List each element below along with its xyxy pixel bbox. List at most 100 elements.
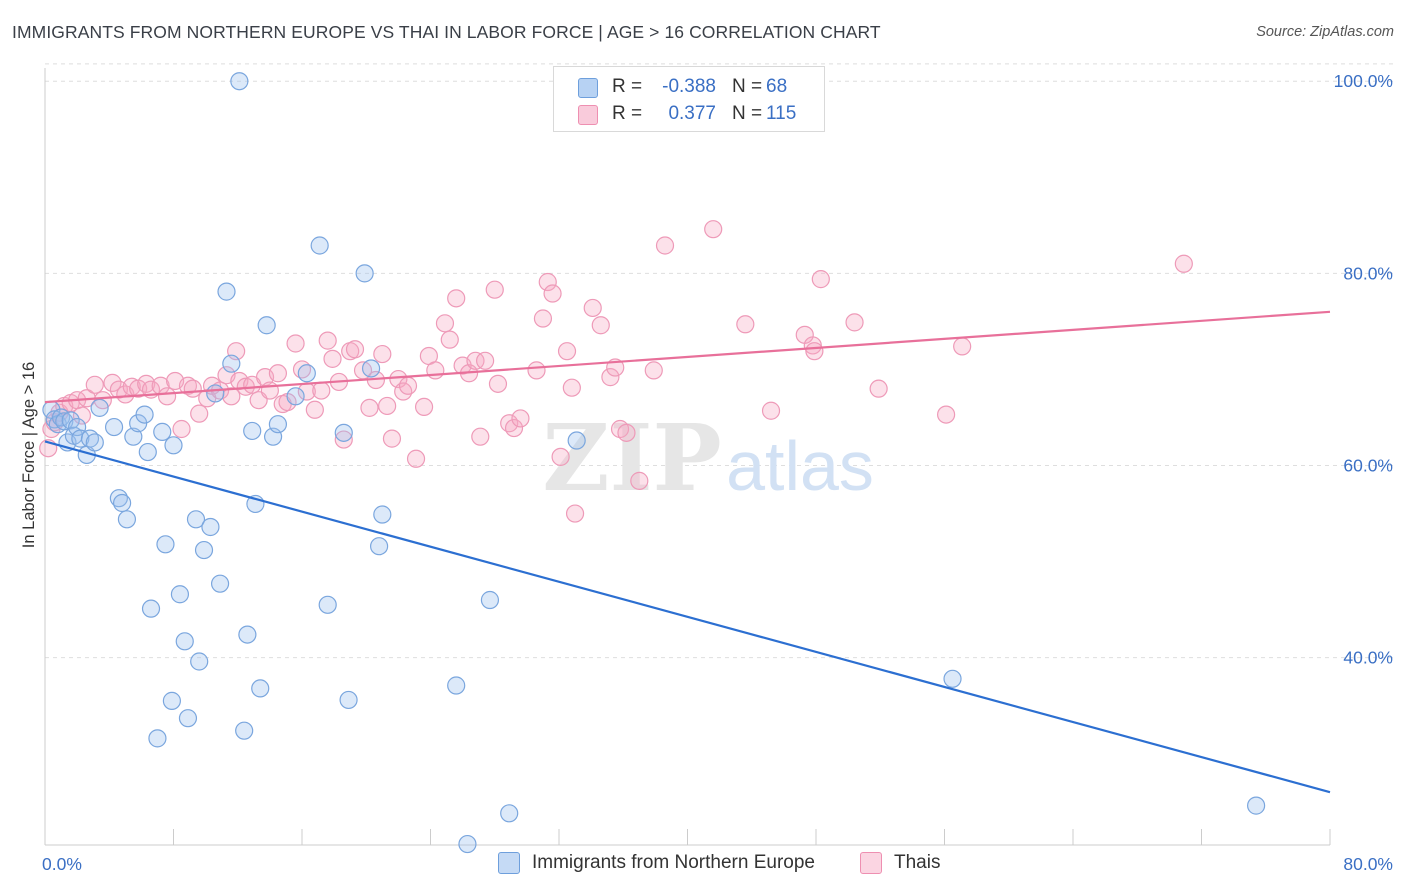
thais-point — [398, 376, 418, 395]
northern-europe-point — [206, 384, 225, 403]
thais-point — [378, 396, 397, 416]
northern-europe-point — [104, 417, 124, 437]
northern-europe-points — [42, 72, 1266, 854]
northern-europe-point — [567, 431, 586, 450]
r-label: R = — [612, 103, 643, 124]
x-tick-label-max: 80.0% — [1343, 854, 1393, 874]
thais-point — [601, 368, 620, 387]
thais-point — [845, 313, 864, 332]
northern-europe-point — [355, 264, 374, 283]
watermark: ZIP atlas — [542, 404, 874, 512]
northern-europe-point — [318, 595, 337, 614]
legend-label-northern-europe: Immigrants from Northern Europe — [532, 852, 815, 873]
legend-item-thais[interactable]: Thais — [860, 852, 940, 874]
thais-point — [260, 381, 279, 400]
northern-europe-point — [162, 691, 181, 710]
northern-europe-point — [141, 599, 161, 618]
northern-europe-point — [186, 510, 206, 529]
thais-point — [382, 429, 402, 448]
thais-point — [562, 378, 581, 397]
y-tick-label: 40.0% — [1343, 648, 1393, 668]
thais-point — [811, 270, 830, 289]
northern-europe-trend-line — [44, 440, 1331, 794]
thais-point — [869, 379, 888, 398]
series-legend: Immigrants from Northern Europe Thais — [0, 852, 1406, 878]
northern-europe-point — [458, 834, 477, 854]
axis-labels: 40.0% 60.0% 80.0% 100.0% 0.0% 80.0% In Labor F… — [20, 71, 1393, 874]
chart-title: IMMIGRANTS FROM NORTHERN EUROPE VS THAI … — [12, 22, 881, 42]
northern-europe-point — [135, 405, 154, 424]
thais-trend-line — [44, 310, 1331, 404]
thais-point — [334, 430, 353, 449]
legend-swatch-northern-europe — [498, 852, 520, 874]
thais-point — [440, 330, 459, 349]
northern-europe-point — [370, 537, 389, 556]
y-tick-label: 80.0% — [1343, 263, 1393, 283]
correlation-legend: R = -0.388 N = 68 R = 0.377 N = 115 — [553, 66, 825, 132]
thais-point — [655, 236, 675, 255]
thais-point — [937, 405, 956, 424]
thais-point — [72, 406, 92, 425]
thais-point — [466, 351, 485, 370]
northern-europe-point — [238, 625, 257, 644]
legend-swatch-thais — [860, 852, 882, 874]
n-value: 115 — [766, 103, 797, 124]
r-value: 0.377 — [668, 103, 716, 124]
thais-point — [360, 398, 379, 417]
thais-point — [414, 397, 434, 417]
thais-point — [543, 284, 562, 303]
northern-europe-point — [334, 423, 353, 442]
thais-point — [761, 401, 781, 420]
thais-point — [953, 337, 972, 356]
thais-point — [312, 381, 331, 400]
thais-point — [511, 409, 530, 428]
northern-europe-point — [170, 585, 190, 604]
thais-point — [488, 374, 508, 393]
northern-europe-point — [117, 510, 137, 529]
thais-point — [85, 375, 104, 394]
northern-europe-point — [85, 433, 104, 452]
source-label: Source: ZipAtlas.com — [1256, 24, 1394, 40]
northern-europe-point — [175, 632, 194, 651]
northern-europe-point — [148, 729, 167, 748]
n-label: N = — [732, 103, 763, 124]
n-value: 68 — [766, 76, 788, 97]
northern-europe-point — [190, 652, 209, 671]
northern-europe-point — [156, 535, 175, 554]
thais-point — [476, 351, 495, 370]
thais-point — [704, 220, 723, 239]
thais-point — [345, 340, 365, 359]
northern-europe-point — [373, 505, 392, 524]
legend-swatch-blue — [578, 78, 598, 98]
northern-europe-point — [71, 429, 90, 448]
thais-point — [426, 361, 445, 380]
gridlines — [45, 63, 1395, 659]
thais-point — [137, 374, 156, 393]
thais-point — [268, 364, 288, 383]
watermark-atlas: atlas — [726, 427, 874, 505]
northern-europe-point — [61, 411, 80, 430]
northern-europe-point — [210, 574, 230, 593]
thais-point — [435, 314, 455, 333]
northern-europe-point — [1247, 796, 1266, 815]
thais-point — [447, 289, 466, 308]
northern-europe-point — [178, 709, 198, 728]
legend-row-northern-europe: R = -0.388 N = 68 — [554, 73, 824, 101]
thais-point — [736, 315, 755, 334]
northern-europe-point — [230, 72, 249, 91]
thais-points — [39, 220, 1193, 523]
northern-europe-point — [310, 236, 329, 255]
legend-row-thais: R = 0.377 N = 115 — [554, 100, 824, 128]
n-label: N = — [732, 76, 763, 97]
legend-item-northern-europe[interactable]: Immigrants from Northern Europe — [498, 852, 815, 874]
thais-point — [471, 427, 490, 446]
thais-point — [617, 423, 636, 442]
thais-point — [190, 404, 209, 423]
northern-europe-point — [500, 804, 519, 823]
northern-europe-point — [361, 359, 381, 378]
northern-europe-point — [251, 679, 270, 698]
thais-point — [394, 382, 413, 401]
thais-point — [178, 376, 198, 395]
thais-point — [644, 361, 663, 380]
